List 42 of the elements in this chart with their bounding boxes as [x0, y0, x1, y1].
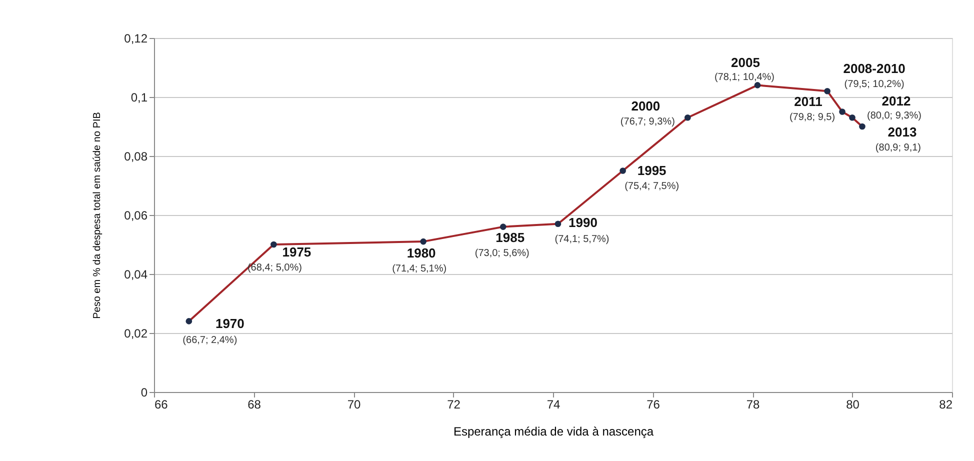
annotation: 1980 — [406, 246, 436, 261]
x-tick-label: 72 — [447, 398, 461, 412]
annotation: (79,5; 10,2%) — [844, 79, 904, 90]
y-tick-label: 0,06 — [124, 208, 148, 222]
y-tick-label: 0,04 — [124, 268, 148, 282]
annotation: 2000 — [631, 98, 660, 114]
y-tick-label: 0 — [140, 386, 148, 400]
annotation: (71,4; 5,1%) — [392, 264, 447, 275]
annotation: (66,7; 2,4%) — [182, 335, 238, 346]
x-tick-label: 80 — [846, 398, 860, 412]
annotation: 1995 — [637, 162, 666, 178]
annotation: 1970 — [215, 316, 244, 332]
x-tick-label: 76 — [646, 398, 660, 412]
annotation: 1985 — [496, 230, 525, 245]
x-tick-label: 66 — [154, 398, 168, 412]
annotation: (73,0; 5,6%) — [474, 248, 530, 259]
x-tick-label: 82 — [939, 398, 953, 412]
annotation: (80,9; 9,1) — [875, 142, 922, 154]
annotation: (75,4; 7,5%) — [624, 180, 680, 192]
y-tick-label: 0,1 — [130, 90, 148, 104]
annotation: (79,8; 9,5) — [789, 112, 836, 123]
x-tick-label: 74 — [546, 398, 560, 412]
annotation: (74,1; 5,7%) — [554, 234, 610, 245]
annotation: 2008-2010 — [843, 61, 906, 76]
y-tick-label: 0,12 — [124, 32, 148, 46]
x-tick-label: 70 — [347, 398, 361, 412]
y-tick-label: 0,08 — [124, 150, 148, 164]
annotation: 2005 — [731, 55, 760, 70]
annotation: (76,7; 9,3%) — [620, 116, 675, 128]
x-tick-label: 78 — [746, 398, 760, 412]
x-tick-label: 68 — [248, 398, 262, 412]
annotation: 2013 — [888, 124, 917, 140]
annotation: 1975 — [282, 244, 312, 260]
y-tick-label: 0,02 — [124, 326, 148, 340]
annotation: 2011 — [794, 94, 822, 109]
annotation: (80,0; 9,3%) — [867, 110, 922, 122]
x-axis-title: Esperança média de vida à nascença — [453, 424, 654, 438]
annotation: 2012 — [882, 94, 911, 109]
annotation: (68,4; 5,0%) — [247, 262, 302, 274]
annotation: 1990 — [568, 214, 598, 230]
annotation: (78,1; 10,4%) — [714, 72, 775, 84]
y-axis-title: Peso em % da despesa total em saúde no PIB — [92, 112, 104, 319]
